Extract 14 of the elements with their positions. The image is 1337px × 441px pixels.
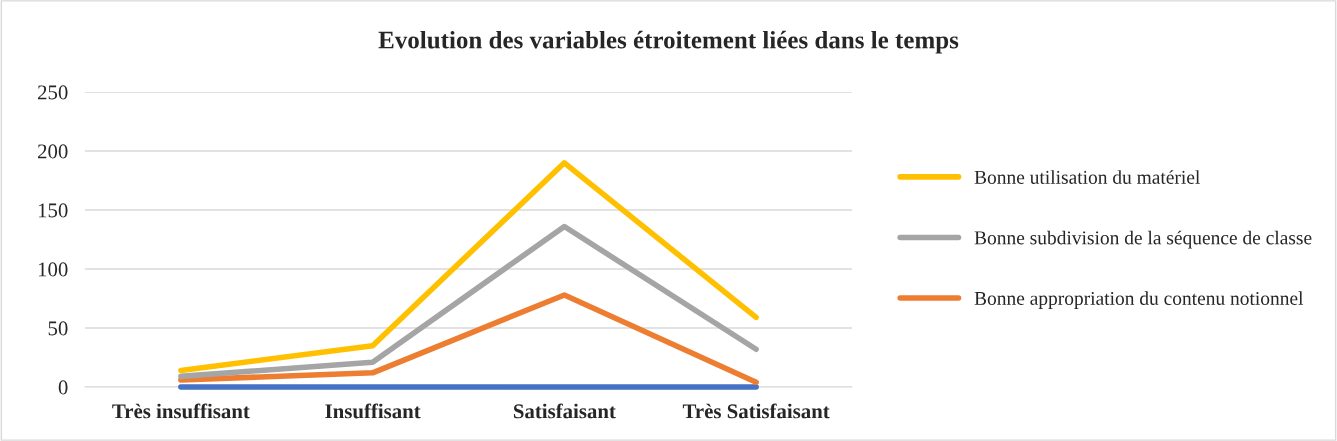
y-tick-label: 0 bbox=[58, 380, 68, 395]
x-tick-label: Très insuffisant bbox=[112, 403, 250, 419]
legend-label: Bonne utilisation du matériel bbox=[974, 170, 1200, 184]
legend-label: Bonne appropriation du contenu notionnel bbox=[974, 291, 1304, 309]
x-tick-label: Insuffisant bbox=[325, 403, 421, 419]
y-tick-label: 50 bbox=[48, 321, 68, 336]
y-tick-label: 150 bbox=[38, 203, 68, 218]
x-tick-label: Très Satisfaisant bbox=[682, 403, 830, 419]
chart-title: Evolution des variables étroitement liées dans le temps bbox=[378, 30, 959, 54]
x-tick-label: Satisfaisant bbox=[513, 403, 616, 419]
legend-label: Bonne subdivision de la séquence de classe bbox=[974, 230, 1312, 249]
y-tick-label: 250 bbox=[38, 85, 68, 100]
y-tick-label: 200 bbox=[38, 144, 68, 159]
y-tick-label: 100 bbox=[38, 262, 68, 277]
